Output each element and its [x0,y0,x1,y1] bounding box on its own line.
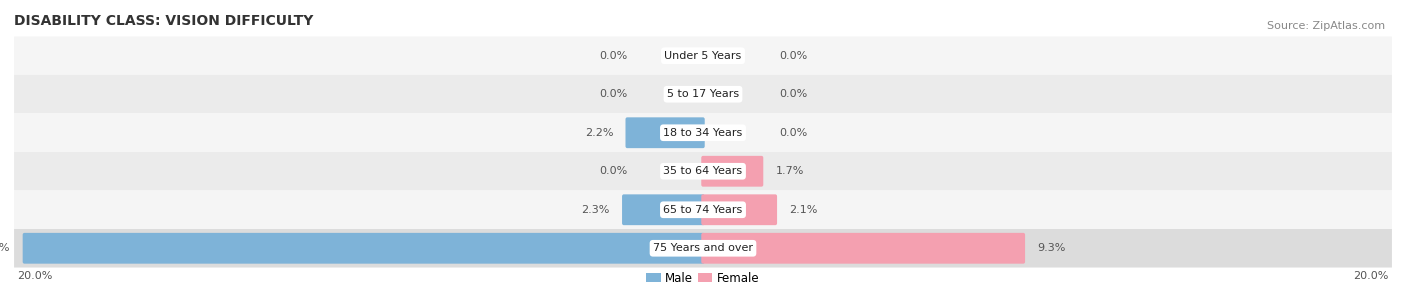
Text: 2.1%: 2.1% [789,205,817,215]
Text: 9.3%: 9.3% [1038,243,1066,253]
Text: 35 to 64 Years: 35 to 64 Years [664,166,742,176]
Text: 0.0%: 0.0% [599,89,627,99]
FancyBboxPatch shape [14,36,1392,75]
Text: 65 to 74 Years: 65 to 74 Years [664,205,742,215]
Text: 1.7%: 1.7% [775,166,804,176]
Text: 0.0%: 0.0% [779,128,807,138]
Text: DISABILITY CLASS: VISION DIFFICULTY: DISABILITY CLASS: VISION DIFFICULTY [14,14,314,28]
FancyBboxPatch shape [14,229,1392,268]
Text: 19.7%: 19.7% [0,243,11,253]
Text: 20.0%: 20.0% [17,271,53,281]
FancyBboxPatch shape [14,152,1392,191]
FancyBboxPatch shape [626,117,704,148]
Text: 2.3%: 2.3% [582,205,610,215]
Text: 75 Years and over: 75 Years and over [652,243,754,253]
FancyBboxPatch shape [702,194,778,225]
Text: 0.0%: 0.0% [599,166,627,176]
Text: Under 5 Years: Under 5 Years [665,51,741,61]
Text: 0.0%: 0.0% [599,51,627,61]
FancyBboxPatch shape [22,233,704,264]
Text: 18 to 34 Years: 18 to 34 Years [664,128,742,138]
Text: 0.0%: 0.0% [779,51,807,61]
FancyBboxPatch shape [14,191,1392,229]
Legend: Male, Female: Male, Female [641,267,765,289]
Text: 2.2%: 2.2% [585,128,613,138]
Text: Source: ZipAtlas.com: Source: ZipAtlas.com [1267,21,1385,31]
FancyBboxPatch shape [14,75,1392,113]
Text: 5 to 17 Years: 5 to 17 Years [666,89,740,99]
FancyBboxPatch shape [702,156,763,187]
FancyBboxPatch shape [14,113,1392,152]
Text: 20.0%: 20.0% [1353,271,1389,281]
FancyBboxPatch shape [702,233,1025,264]
FancyBboxPatch shape [621,194,704,225]
Text: 0.0%: 0.0% [779,89,807,99]
